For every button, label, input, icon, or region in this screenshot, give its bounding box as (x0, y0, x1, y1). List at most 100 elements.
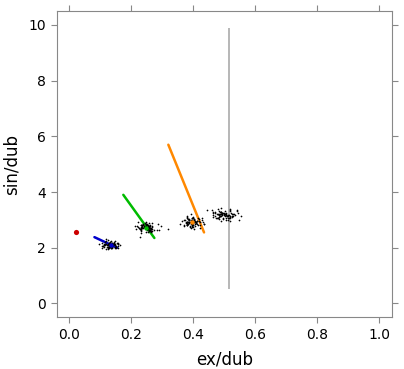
Point (184, 221, 191, 227)
Point (112, 245, 119, 251)
Point (185, 218, 192, 224)
Point (191, 220, 197, 225)
Point (186, 217, 192, 223)
Point (142, 219, 149, 225)
Point (101, 241, 107, 246)
Point (184, 219, 190, 225)
Point (238, 213, 244, 219)
Point (217, 211, 224, 217)
Point (215, 211, 221, 217)
Point (215, 215, 221, 221)
Point (143, 225, 149, 231)
Point (112, 238, 118, 244)
Point (222, 213, 229, 219)
Point (225, 212, 232, 218)
Point (218, 209, 224, 215)
Point (223, 211, 229, 217)
Point (143, 221, 149, 227)
Point (217, 211, 223, 217)
Point (99, 241, 105, 246)
Point (181, 217, 187, 223)
Point (190, 224, 197, 230)
Point (217, 210, 224, 215)
Point (158, 223, 164, 228)
Point (191, 217, 198, 223)
Point (227, 215, 234, 221)
Point (188, 225, 194, 231)
Point (110, 242, 116, 248)
Point (190, 217, 197, 223)
Point (115, 241, 121, 247)
Point (137, 227, 144, 233)
Point (145, 224, 152, 230)
Point (190, 214, 196, 220)
Point (189, 221, 196, 227)
Point (103, 242, 110, 248)
Point (95, 241, 102, 247)
Point (236, 217, 242, 223)
Point (225, 212, 231, 218)
Point (197, 225, 203, 231)
Point (185, 219, 192, 225)
Point (164, 227, 171, 232)
Point (107, 244, 113, 250)
Point (225, 215, 232, 221)
Point (215, 211, 222, 217)
Point (155, 221, 161, 227)
Point (107, 242, 114, 248)
Point (195, 222, 201, 228)
Point (183, 220, 190, 226)
Point (107, 245, 114, 251)
Point (147, 226, 154, 232)
Point (101, 239, 108, 245)
Point (145, 224, 152, 230)
Point (136, 225, 142, 231)
Point (103, 237, 109, 242)
Point (219, 210, 226, 216)
X-axis label: ex/dub: ex/dub (196, 350, 253, 368)
Point (227, 214, 233, 220)
Point (234, 210, 241, 215)
Point (137, 226, 143, 232)
Point (103, 246, 109, 252)
Point (147, 229, 154, 235)
Point (227, 210, 234, 216)
Point (112, 244, 118, 249)
Point (111, 241, 118, 247)
Point (192, 223, 199, 229)
Point (184, 220, 191, 225)
Point (137, 230, 144, 236)
Point (106, 242, 112, 248)
Point (146, 225, 153, 231)
Point (144, 227, 150, 233)
Point (199, 217, 205, 223)
Point (195, 215, 202, 221)
Point (144, 221, 150, 227)
Point (210, 212, 216, 218)
Point (199, 215, 205, 221)
Point (216, 214, 223, 220)
Point (187, 224, 194, 230)
Point (115, 240, 122, 246)
Point (226, 213, 233, 218)
Point (138, 222, 145, 228)
Point (109, 244, 115, 249)
Point (210, 210, 217, 215)
Point (103, 241, 109, 247)
Point (189, 222, 196, 228)
Point (147, 226, 154, 232)
Point (188, 219, 195, 225)
Point (194, 221, 200, 227)
Point (105, 242, 112, 248)
Point (147, 225, 154, 231)
Point (109, 241, 116, 247)
Point (107, 244, 114, 249)
Point (194, 218, 200, 224)
Point (107, 242, 114, 248)
Point (101, 242, 107, 248)
Point (184, 213, 190, 219)
Point (219, 217, 226, 223)
Point (107, 243, 113, 249)
Point (145, 226, 152, 232)
Point (105, 241, 112, 247)
